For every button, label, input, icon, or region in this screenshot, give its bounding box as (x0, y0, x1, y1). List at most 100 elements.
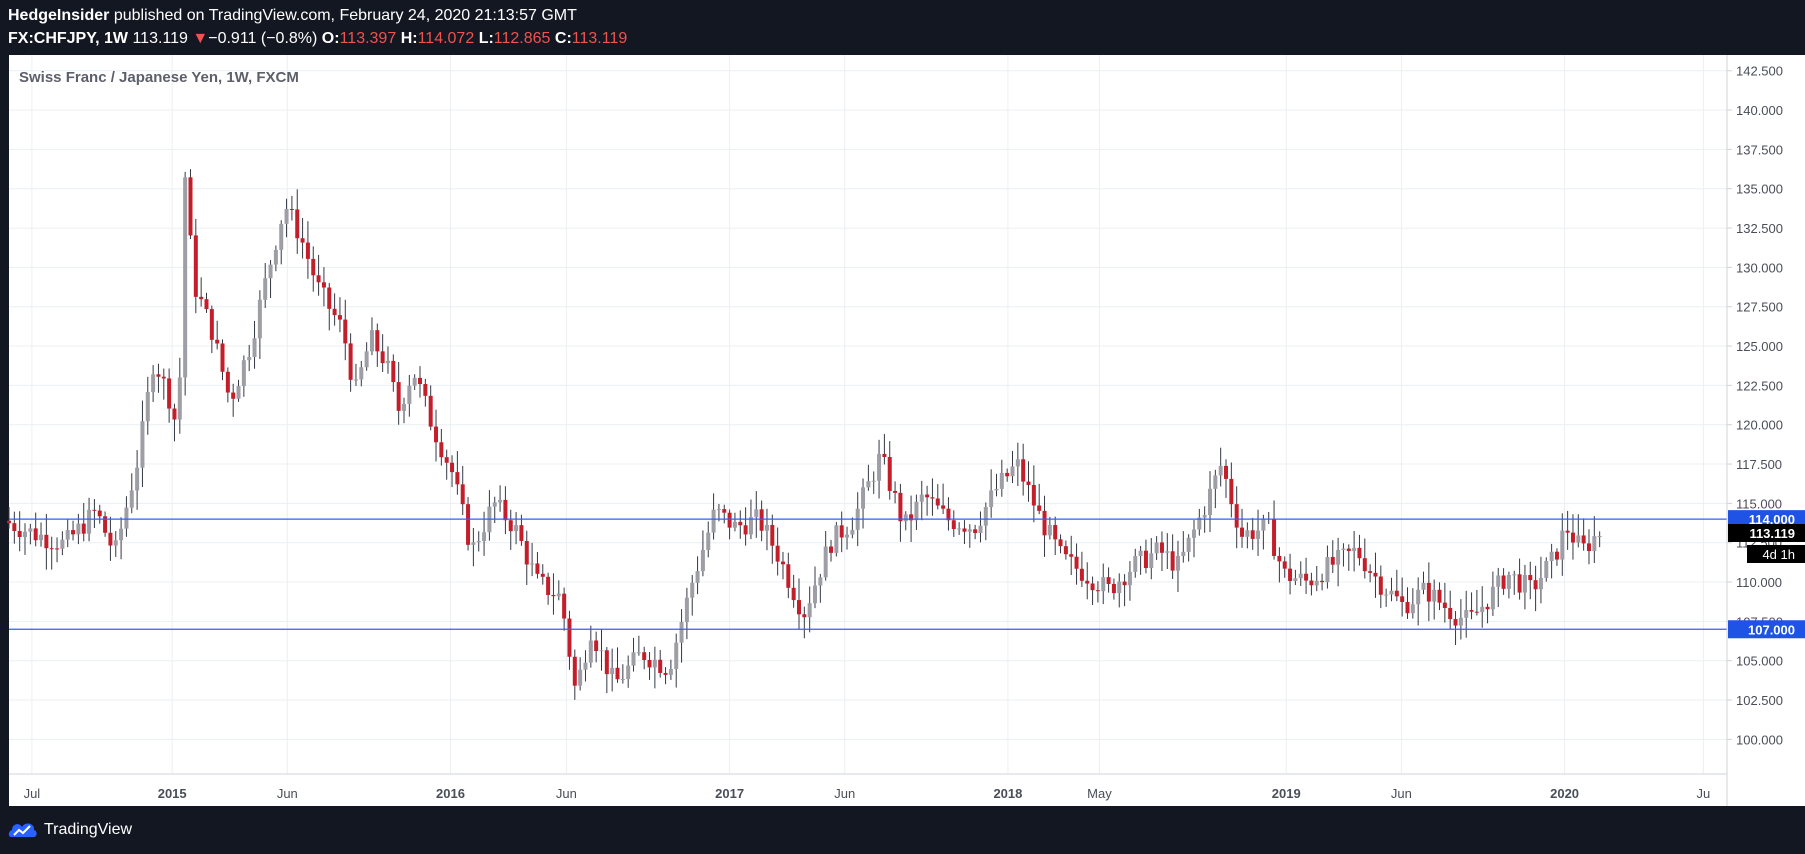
candle-body (1095, 590, 1100, 592)
candle-body (706, 532, 711, 550)
candle-body (348, 343, 353, 380)
candle-body (994, 488, 999, 491)
candle-body (743, 525, 748, 535)
y-tick-label: 130.000 (1736, 260, 1783, 275)
candle-body (1047, 525, 1052, 536)
candle-body (279, 223, 284, 250)
x-tick-label: Jun (834, 786, 855, 801)
open-value: 113.397 (339, 30, 397, 47)
y-tick-label: 137.500 (1736, 142, 1783, 157)
candle-body (978, 525, 983, 534)
candle-body (1063, 546, 1068, 555)
candle-body (252, 338, 257, 358)
candle-body (1005, 472, 1010, 477)
candle-body (321, 282, 326, 288)
x-tick-label: Jun (556, 786, 577, 801)
candle-body (503, 499, 508, 521)
candle-body (1085, 580, 1090, 584)
candle-body (626, 665, 631, 680)
candle-body (375, 330, 380, 352)
y-tick-label: 105.000 (1736, 654, 1783, 669)
candle-body (60, 539, 65, 549)
candle-body (620, 679, 625, 681)
high-value: 114.072 (417, 30, 475, 47)
candle-body (444, 457, 449, 463)
candle-body (1117, 581, 1122, 594)
candle-body (161, 376, 166, 379)
candle-body (583, 662, 588, 670)
candle-body (1544, 561, 1549, 578)
candle-body (1570, 532, 1575, 543)
candle-body (364, 351, 369, 368)
candle-body (1512, 574, 1517, 576)
candle-body (482, 532, 487, 542)
candle-body (909, 514, 914, 521)
candle-body (1165, 551, 1170, 553)
candle-body (498, 499, 503, 503)
candle-body (530, 563, 535, 565)
candle-body (1533, 580, 1538, 590)
y-tick-label: 140.000 (1736, 103, 1783, 118)
candle-body (652, 659, 657, 668)
publisher-name[interactable]: HedgeInsider (8, 7, 110, 24)
candle-body (407, 385, 412, 404)
candle-body (690, 582, 695, 598)
chart-area[interactable] (9, 55, 1805, 806)
tradingview-brand: TradingView (44, 821, 133, 838)
candle-body (556, 593, 561, 597)
candle-body (396, 382, 401, 411)
candle-body (1458, 617, 1463, 626)
candle-body (215, 339, 220, 344)
candle-body (919, 494, 924, 502)
candle-body (604, 650, 609, 675)
x-tick-label: 2018 (993, 786, 1022, 801)
candle-body (1224, 465, 1229, 479)
low-value: 112.865 (493, 30, 551, 47)
candle-body (455, 472, 460, 485)
candle-body (588, 640, 593, 663)
candle-body (1127, 571, 1132, 586)
candle-body (1197, 517, 1202, 530)
candle-body (1314, 580, 1319, 586)
candle-body (807, 603, 812, 618)
open-label: O: (321, 30, 340, 47)
y-tick-label: 117.500 (1736, 457, 1782, 472)
candle-body (327, 287, 332, 309)
footer (0, 806, 1805, 854)
candle-body (1191, 529, 1196, 538)
candle-body (1464, 610, 1469, 618)
candle-body (1501, 575, 1506, 589)
candle-body (524, 541, 529, 565)
candle-body (172, 408, 177, 420)
candle-body (1154, 542, 1159, 554)
candle-body (247, 357, 252, 361)
candle-body (882, 453, 887, 458)
candle-body (391, 360, 396, 383)
candle-body (1394, 590, 1399, 597)
candle-body (1453, 619, 1458, 626)
tradingview-logo[interactable]: TradingView (8, 819, 132, 841)
candle-body (81, 523, 86, 534)
candle-body (65, 530, 70, 540)
candle-body (941, 505, 946, 509)
candle-body (829, 546, 834, 553)
candle-body (7, 520, 11, 524)
last-price: 113.119 (132, 30, 188, 47)
candle-body (1261, 518, 1266, 531)
candle-body (914, 501, 919, 521)
candle-body (466, 504, 471, 545)
candle-body (1256, 530, 1261, 539)
candle-body (1373, 572, 1378, 577)
price-chart[interactable]: 142.500 140.000 137.500 135.000 132.500 130.0… (0, 0, 1805, 806)
candle-body (460, 484, 465, 505)
candle-body (1304, 573, 1309, 581)
countdown-box (1747, 544, 1805, 563)
candle-body (893, 490, 898, 493)
candle-body (353, 379, 358, 381)
y-tick-label: 122.500 (1736, 378, 1783, 393)
candle-body (1288, 568, 1293, 581)
x-tick-label: 2015 (158, 786, 187, 801)
candle-body (1485, 606, 1490, 610)
candle-body (1586, 543, 1591, 552)
candle-body (1159, 542, 1164, 553)
